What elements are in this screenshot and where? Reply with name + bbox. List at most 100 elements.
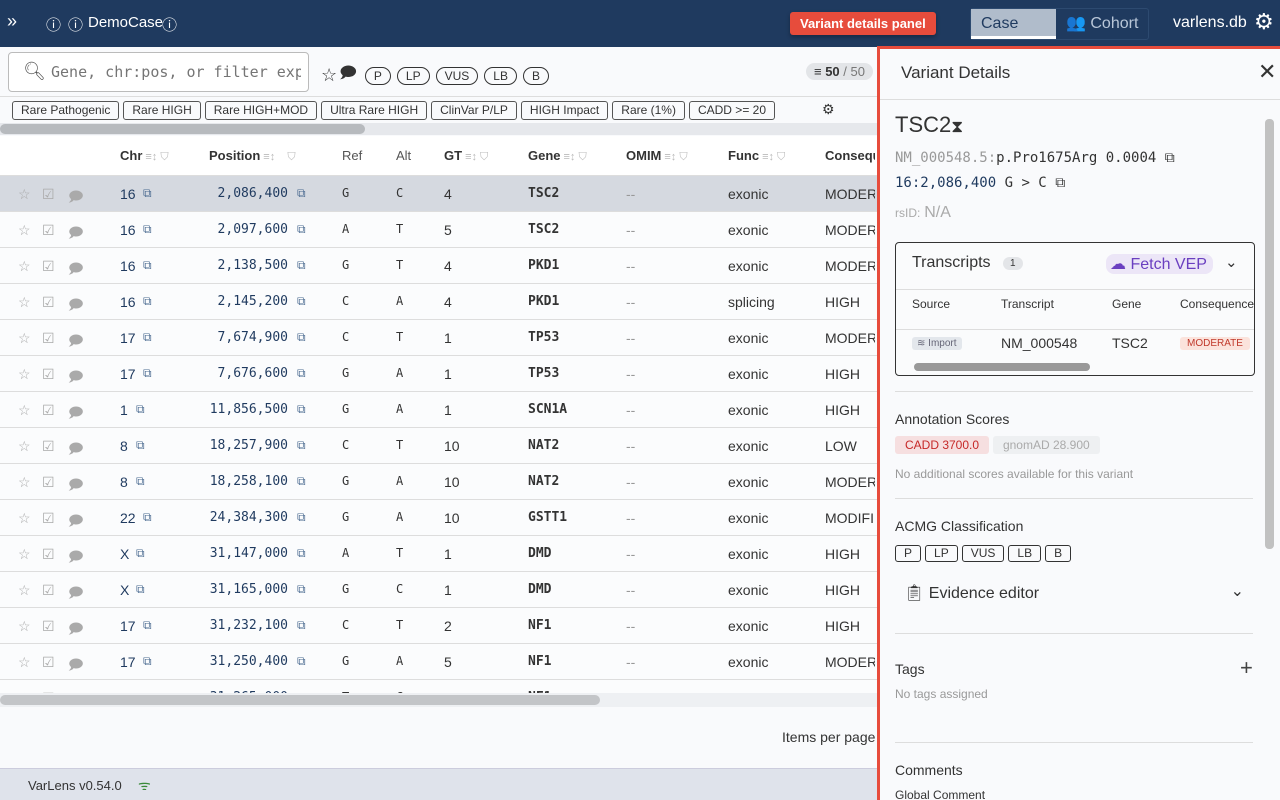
add-tag-icon[interactable]: + bbox=[1240, 655, 1253, 680]
acmg-filter-vus[interactable]: VUS bbox=[435, 66, 479, 85]
tab-case[interactable]: Case bbox=[971, 9, 1056, 39]
star-icon[interactable]: ☆ bbox=[18, 654, 31, 670]
star-icon[interactable]: ☆ bbox=[18, 438, 31, 454]
external-link-icon[interactable]: ⧉ bbox=[143, 618, 152, 632]
external-link-icon[interactable]: ⧉ bbox=[297, 222, 306, 236]
external-link-icon[interactable]: ⧉ bbox=[143, 330, 152, 344]
star-icon[interactable]: ☆ bbox=[18, 330, 31, 346]
table-row[interactable]: ☆ ☑ 🗩 X ⧉ 31,147,000 ⧉ A T 1 DMD -- exon… bbox=[0, 536, 877, 572]
comment-icon[interactable]: 🗩 bbox=[68, 656, 84, 672]
table-row[interactable]: ☆ ☑ 🗩 8 ⧉ 18,258,100 ⧉ G A 10 NAT2 -- ex… bbox=[0, 464, 877, 500]
comment-icon[interactable]: 🗩 bbox=[68, 548, 84, 564]
preset-filter[interactable]: ClinVar P/LP bbox=[431, 101, 517, 120]
comment-icon[interactable]: 🗩 bbox=[68, 512, 84, 528]
table-row[interactable]: ☆ ☑ 🗩 17 ⧉ 31,265,000 ⧉ T C 7 NF1 -- int… bbox=[0, 680, 877, 693]
preset-filter[interactable]: Rare (1%) bbox=[612, 101, 685, 120]
star-filter-icon[interactable]: ☆ bbox=[321, 65, 338, 85]
clipboard-check-icon[interactable]: ☑ bbox=[42, 294, 55, 310]
clipboard-check-icon[interactable]: ☑ bbox=[42, 546, 55, 562]
col-consequence[interactable]: Consequence bbox=[825, 148, 875, 163]
star-icon[interactable]: ☆ bbox=[18, 258, 31, 274]
table-row[interactable]: ☆ ☑ 🗩 16 ⧉ 2,097,600 ⧉ A T 5 TSC2 -- exo… bbox=[0, 212, 877, 248]
acmg-filter-lp[interactable]: LP bbox=[396, 66, 430, 85]
external-link-icon[interactable]: ⧉ bbox=[297, 474, 306, 488]
external-link-icon[interactable]: ⧉ bbox=[143, 654, 152, 668]
col-chr[interactable]: Chr ≡↕ ⛉ bbox=[120, 148, 169, 163]
comment-icon[interactable]: 🗩 bbox=[68, 404, 84, 420]
external-link-icon[interactable]: ⧉ bbox=[297, 690, 306, 693]
star-icon[interactable]: ☆ bbox=[18, 618, 31, 634]
col-omim[interactable]: OMIM ≡↕ ⛉ bbox=[626, 148, 688, 163]
table-row[interactable]: ☆ ☑ 🗩 16 ⧉ 2,086,400 ⧉ G C 4 TSC2 -- exo… bbox=[0, 176, 877, 212]
external-link-icon[interactable]: ⧉ bbox=[143, 510, 152, 524]
clipboard-check-icon[interactable]: ☑ bbox=[42, 474, 55, 490]
star-icon[interactable]: ☆ bbox=[18, 366, 31, 382]
acmg-p[interactable]: P bbox=[895, 545, 922, 562]
preset-filter[interactable]: Rare HIGH+MOD bbox=[204, 101, 318, 120]
acmg-lp[interactable]: LP bbox=[925, 545, 958, 562]
table-row[interactable]: ☆ ☑ 🗩 17 ⧉ 31,232,100 ⧉ C T 2 NF1 -- exo… bbox=[0, 608, 877, 644]
comment-icon[interactable]: 🗩 bbox=[68, 690, 84, 693]
preset-settings-icon[interactable]: ⚙ bbox=[822, 101, 835, 117]
acmg-vus[interactable]: VUS bbox=[961, 545, 1005, 562]
external-link-icon[interactable]: ⧉ bbox=[143, 366, 152, 380]
comment-icon[interactable]: 🗩 bbox=[68, 476, 84, 492]
table-horizontal-scrollbar[interactable] bbox=[0, 693, 877, 707]
comment-icon[interactable]: 🗩 bbox=[68, 440, 84, 456]
external-link-icon[interactable]: ⧉ bbox=[297, 654, 306, 668]
preset-filter[interactable]: Rare HIGH bbox=[123, 101, 201, 120]
copy-icon[interactable]: ⧉ bbox=[1164, 150, 1175, 166]
table-row[interactable]: ☆ ☑ 🗩 8 ⧉ 18,257,900 ⧉ C T 10 NAT2 -- ex… bbox=[0, 428, 877, 464]
external-link-icon[interactable]: ⧉ bbox=[297, 510, 306, 524]
star-icon[interactable]: ☆ bbox=[18, 186, 31, 202]
col-gt[interactable]: GT ≡↕ ⛉ bbox=[444, 148, 489, 163]
gear-icon[interactable]: ⚙ bbox=[1254, 9, 1274, 34]
clipboard-check-icon[interactable]: ☑ bbox=[42, 618, 55, 634]
table-row[interactable]: ☆ ☑ 🗩 16 ⧉ 2,145,200 ⧉ C A 4 PKD1 -- spl… bbox=[0, 284, 877, 320]
preset-filter[interactable]: HIGH Impact bbox=[520, 101, 609, 120]
table-row[interactable]: ☆ ☑ 🗩 X ⧉ 31,165,000 ⧉ G C 1 DMD -- exon… bbox=[0, 572, 877, 608]
fetch-vep-button[interactable]: ☁ Fetch VEP bbox=[1106, 254, 1213, 274]
comment-icon[interactable]: 🗩 bbox=[68, 224, 84, 240]
star-icon[interactable]: ☆ bbox=[18, 474, 31, 490]
star-icon[interactable]: ☆ bbox=[18, 510, 31, 526]
table-row[interactable]: ☆ ☑ 🗩 17 ⧉ 7,674,900 ⧉ C T 1 TP53 -- exo… bbox=[0, 320, 877, 356]
external-link-icon[interactable]: ⧉ bbox=[143, 294, 152, 308]
external-link-icon[interactable]: ⧉ bbox=[297, 258, 306, 272]
clipboard-check-icon[interactable]: ☑ bbox=[42, 402, 55, 418]
star-icon[interactable]: ☆ bbox=[18, 294, 31, 310]
external-link-icon[interactable]: ⧉ bbox=[297, 582, 306, 596]
external-link-icon[interactable]: ⧉ bbox=[297, 402, 306, 416]
evidence-editor-toggle[interactable]: 📋︎ Evidence editor ⌄ bbox=[904, 583, 1244, 602]
clipboard-check-icon[interactable]: ☑ bbox=[42, 690, 55, 693]
comment-icon[interactable]: 🗩 bbox=[68, 368, 84, 384]
external-link-icon[interactable]: ⧉ bbox=[297, 294, 306, 308]
comment-icon[interactable]: 🗩 bbox=[68, 296, 84, 312]
external-link-icon[interactable]: ⧉ bbox=[297, 330, 306, 344]
search-box[interactable]: 🔍︎ bbox=[8, 52, 309, 92]
clipboard-check-icon[interactable]: ☑ bbox=[42, 186, 55, 202]
table-row[interactable]: ☆ ☑ 🗩 16 ⧉ 2,138,500 ⧉ G T 4 PKD1 -- exo… bbox=[0, 248, 877, 284]
transcripts-scrollbar[interactable] bbox=[914, 363, 1090, 371]
close-icon[interactable]: ✕ bbox=[1258, 59, 1277, 84]
clipboard-check-icon[interactable]: ☑ bbox=[42, 366, 55, 382]
tab-cohort[interactable]: 👥 Cohort bbox=[1066, 15, 1139, 32]
clipboard-check-icon[interactable]: ☑ bbox=[42, 510, 55, 526]
panel-scrollbar[interactable] bbox=[1265, 119, 1274, 549]
external-link-icon[interactable]: ⧉ bbox=[136, 438, 145, 452]
external-link-icon[interactable]: ⧉ bbox=[136, 546, 145, 560]
help-icon[interactable]: ⓘ bbox=[46, 17, 62, 34]
col-func[interactable]: Func ≡↕ ⛉ bbox=[728, 148, 786, 163]
help-icon-2[interactable]: ⓘ bbox=[68, 17, 84, 34]
external-link-icon[interactable]: ⧉ bbox=[297, 186, 306, 200]
external-link-icon[interactable]: ⧉ bbox=[136, 402, 145, 416]
star-icon[interactable]: ☆ bbox=[18, 690, 31, 693]
acmg-filter-b[interactable]: B bbox=[522, 66, 549, 85]
search-input[interactable] bbox=[51, 63, 301, 81]
filter-count-badge[interactable]: ≡ 50 / 50 bbox=[806, 63, 873, 80]
col-position[interactable]: Position ≡↕ ⛉ bbox=[209, 148, 296, 163]
preset-filter[interactable]: CADD >= 20 bbox=[688, 101, 776, 120]
acmg-filter-lb[interactable]: LB bbox=[484, 66, 517, 85]
comment-icon[interactable]: 🗩 bbox=[68, 620, 84, 636]
clipboard-check-icon[interactable]: ☑ bbox=[42, 438, 55, 454]
